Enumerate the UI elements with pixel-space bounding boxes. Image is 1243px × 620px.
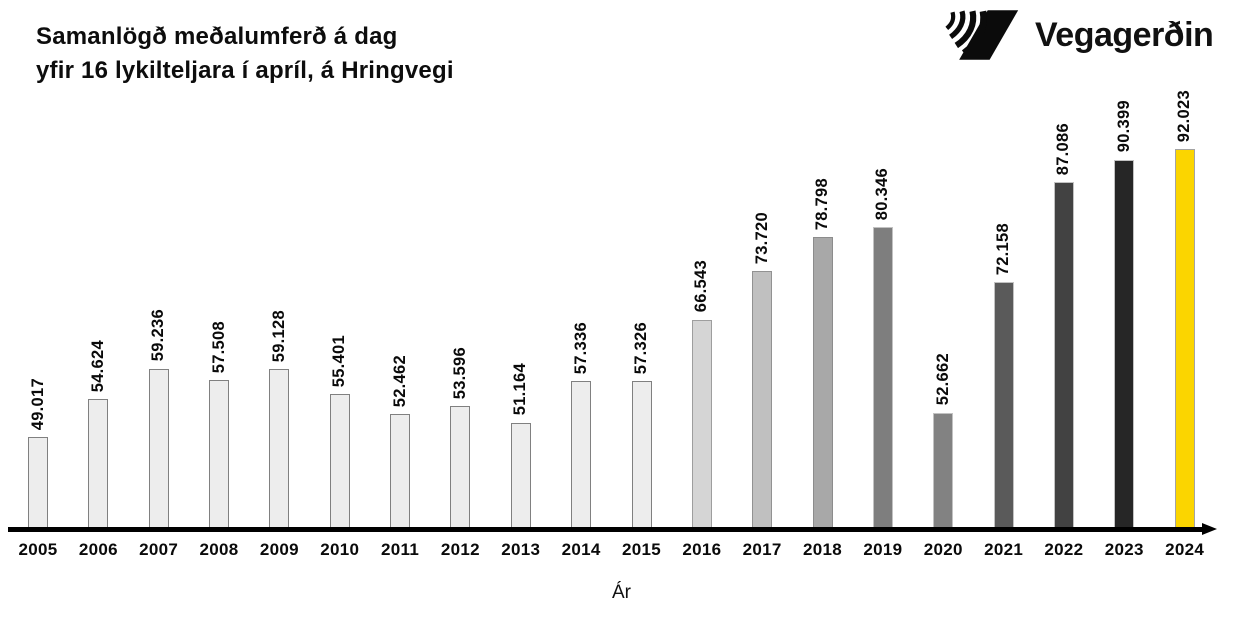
x-axis-line [8, 527, 1204, 532]
vegagerdin-logo-icon [945, 10, 1019, 60]
bar-2007 [148, 368, 169, 530]
bar-value-label-2018: 78.798 [813, 178, 832, 231]
bar-2017 [752, 271, 773, 530]
x-tick-label-2022: 2022 [1044, 540, 1084, 559]
x-tick-label-2011: 2011 [381, 540, 420, 559]
vegagerdin-logo: Vegagerðin [943, 8, 1214, 62]
bar-2013 [510, 422, 531, 530]
x-tick-label-2019: 2019 [863, 540, 903, 559]
x-tick-label-2017: 2017 [742, 540, 782, 559]
bar-value-label-2013: 51.164 [511, 363, 530, 416]
x-tick-label-2020: 2020 [923, 540, 963, 559]
vegagerdin-logo-text: Vegagerðin [1035, 16, 1214, 54]
x-tick-label-2006: 2006 [78, 540, 118, 559]
bar-value-label-2010: 55.401 [330, 334, 349, 388]
x-tick-label-2013: 2013 [501, 540, 541, 559]
x-tick-label-2023: 2023 [1104, 540, 1144, 559]
bar-value-label-2017: 73.720 [752, 212, 771, 265]
bar-2014 [571, 381, 592, 530]
x-tick-label-2012: 2012 [440, 540, 480, 559]
bar-value-label-2005: 49.017 [28, 377, 47, 430]
bar-2011 [390, 413, 411, 530]
x-tick-label-2009: 2009 [259, 540, 299, 559]
x-tick-label-2010: 2010 [320, 540, 360, 559]
bar-2021 [993, 281, 1014, 530]
bar-2018 [812, 237, 833, 530]
bar-2022 [1053, 181, 1074, 530]
bar-2006 [88, 399, 109, 530]
bar-value-label-2022: 87.086 [1054, 122, 1073, 175]
bar-2016 [691, 319, 712, 530]
x-tick-label-2005: 2005 [18, 540, 58, 559]
bar-value-label-2014: 57.336 [571, 321, 590, 375]
bar-value-label-2009: 59.128 [269, 309, 288, 363]
x-axis-arrow-icon [1202, 523, 1217, 535]
x-axis-title: Ár [612, 582, 631, 603]
x-tick-label-2024: 2024 [1165, 540, 1205, 559]
bar-2012 [450, 406, 471, 530]
chart-title-line1: Samanlögð meðalumferð á dag [36, 23, 398, 50]
x-tick-label-2014: 2014 [561, 540, 601, 559]
chart-title: Samanlögð meðalumferð á dag yfir 16 lyki… [36, 20, 454, 88]
bar-2024 [1174, 148, 1195, 530]
bar-value-label-2011: 52.462 [390, 354, 409, 407]
bar-value-label-2020: 52.662 [933, 353, 952, 406]
bar-2005 [28, 437, 48, 530]
bar-value-label-2015: 57.326 [632, 322, 650, 375]
chart-title-line2: yfir 16 lykilteljara í apríl, á Hringveg… [36, 57, 454, 84]
bar-value-label-2024: 92.023 [1175, 89, 1194, 142]
x-tick-label-2015: 2015 [621, 540, 662, 559]
bar-2023 [1114, 159, 1135, 530]
bar-value-label-2016: 66.543 [692, 260, 711, 313]
bar-2015 [631, 381, 652, 530]
bar-2019 [872, 227, 893, 530]
bar-value-label-2008: 57.508 [209, 320, 228, 374]
bar-2009 [269, 369, 290, 530]
bar-value-label-2021: 72.158 [994, 222, 1013, 275]
bar-value-label-2023: 90.399 [1114, 100, 1133, 153]
bar-value-label-2012: 53.596 [450, 347, 469, 400]
bar-2010 [329, 394, 350, 530]
x-tick-label-2018: 2018 [803, 540, 843, 559]
bar-value-label-2007: 59.236 [149, 309, 168, 362]
x-tick-label-2008: 2008 [199, 540, 239, 559]
bar-value-label-2019: 80.346 [873, 167, 892, 221]
x-tick-label-2021: 2021 [984, 540, 1024, 559]
bar-2020 [933, 412, 954, 530]
bar-2008 [209, 380, 230, 530]
x-tick-label-2007: 2007 [139, 540, 179, 559]
x-tick-label-2016: 2016 [682, 540, 722, 559]
bar-value-label-2006: 54.624 [88, 340, 107, 393]
